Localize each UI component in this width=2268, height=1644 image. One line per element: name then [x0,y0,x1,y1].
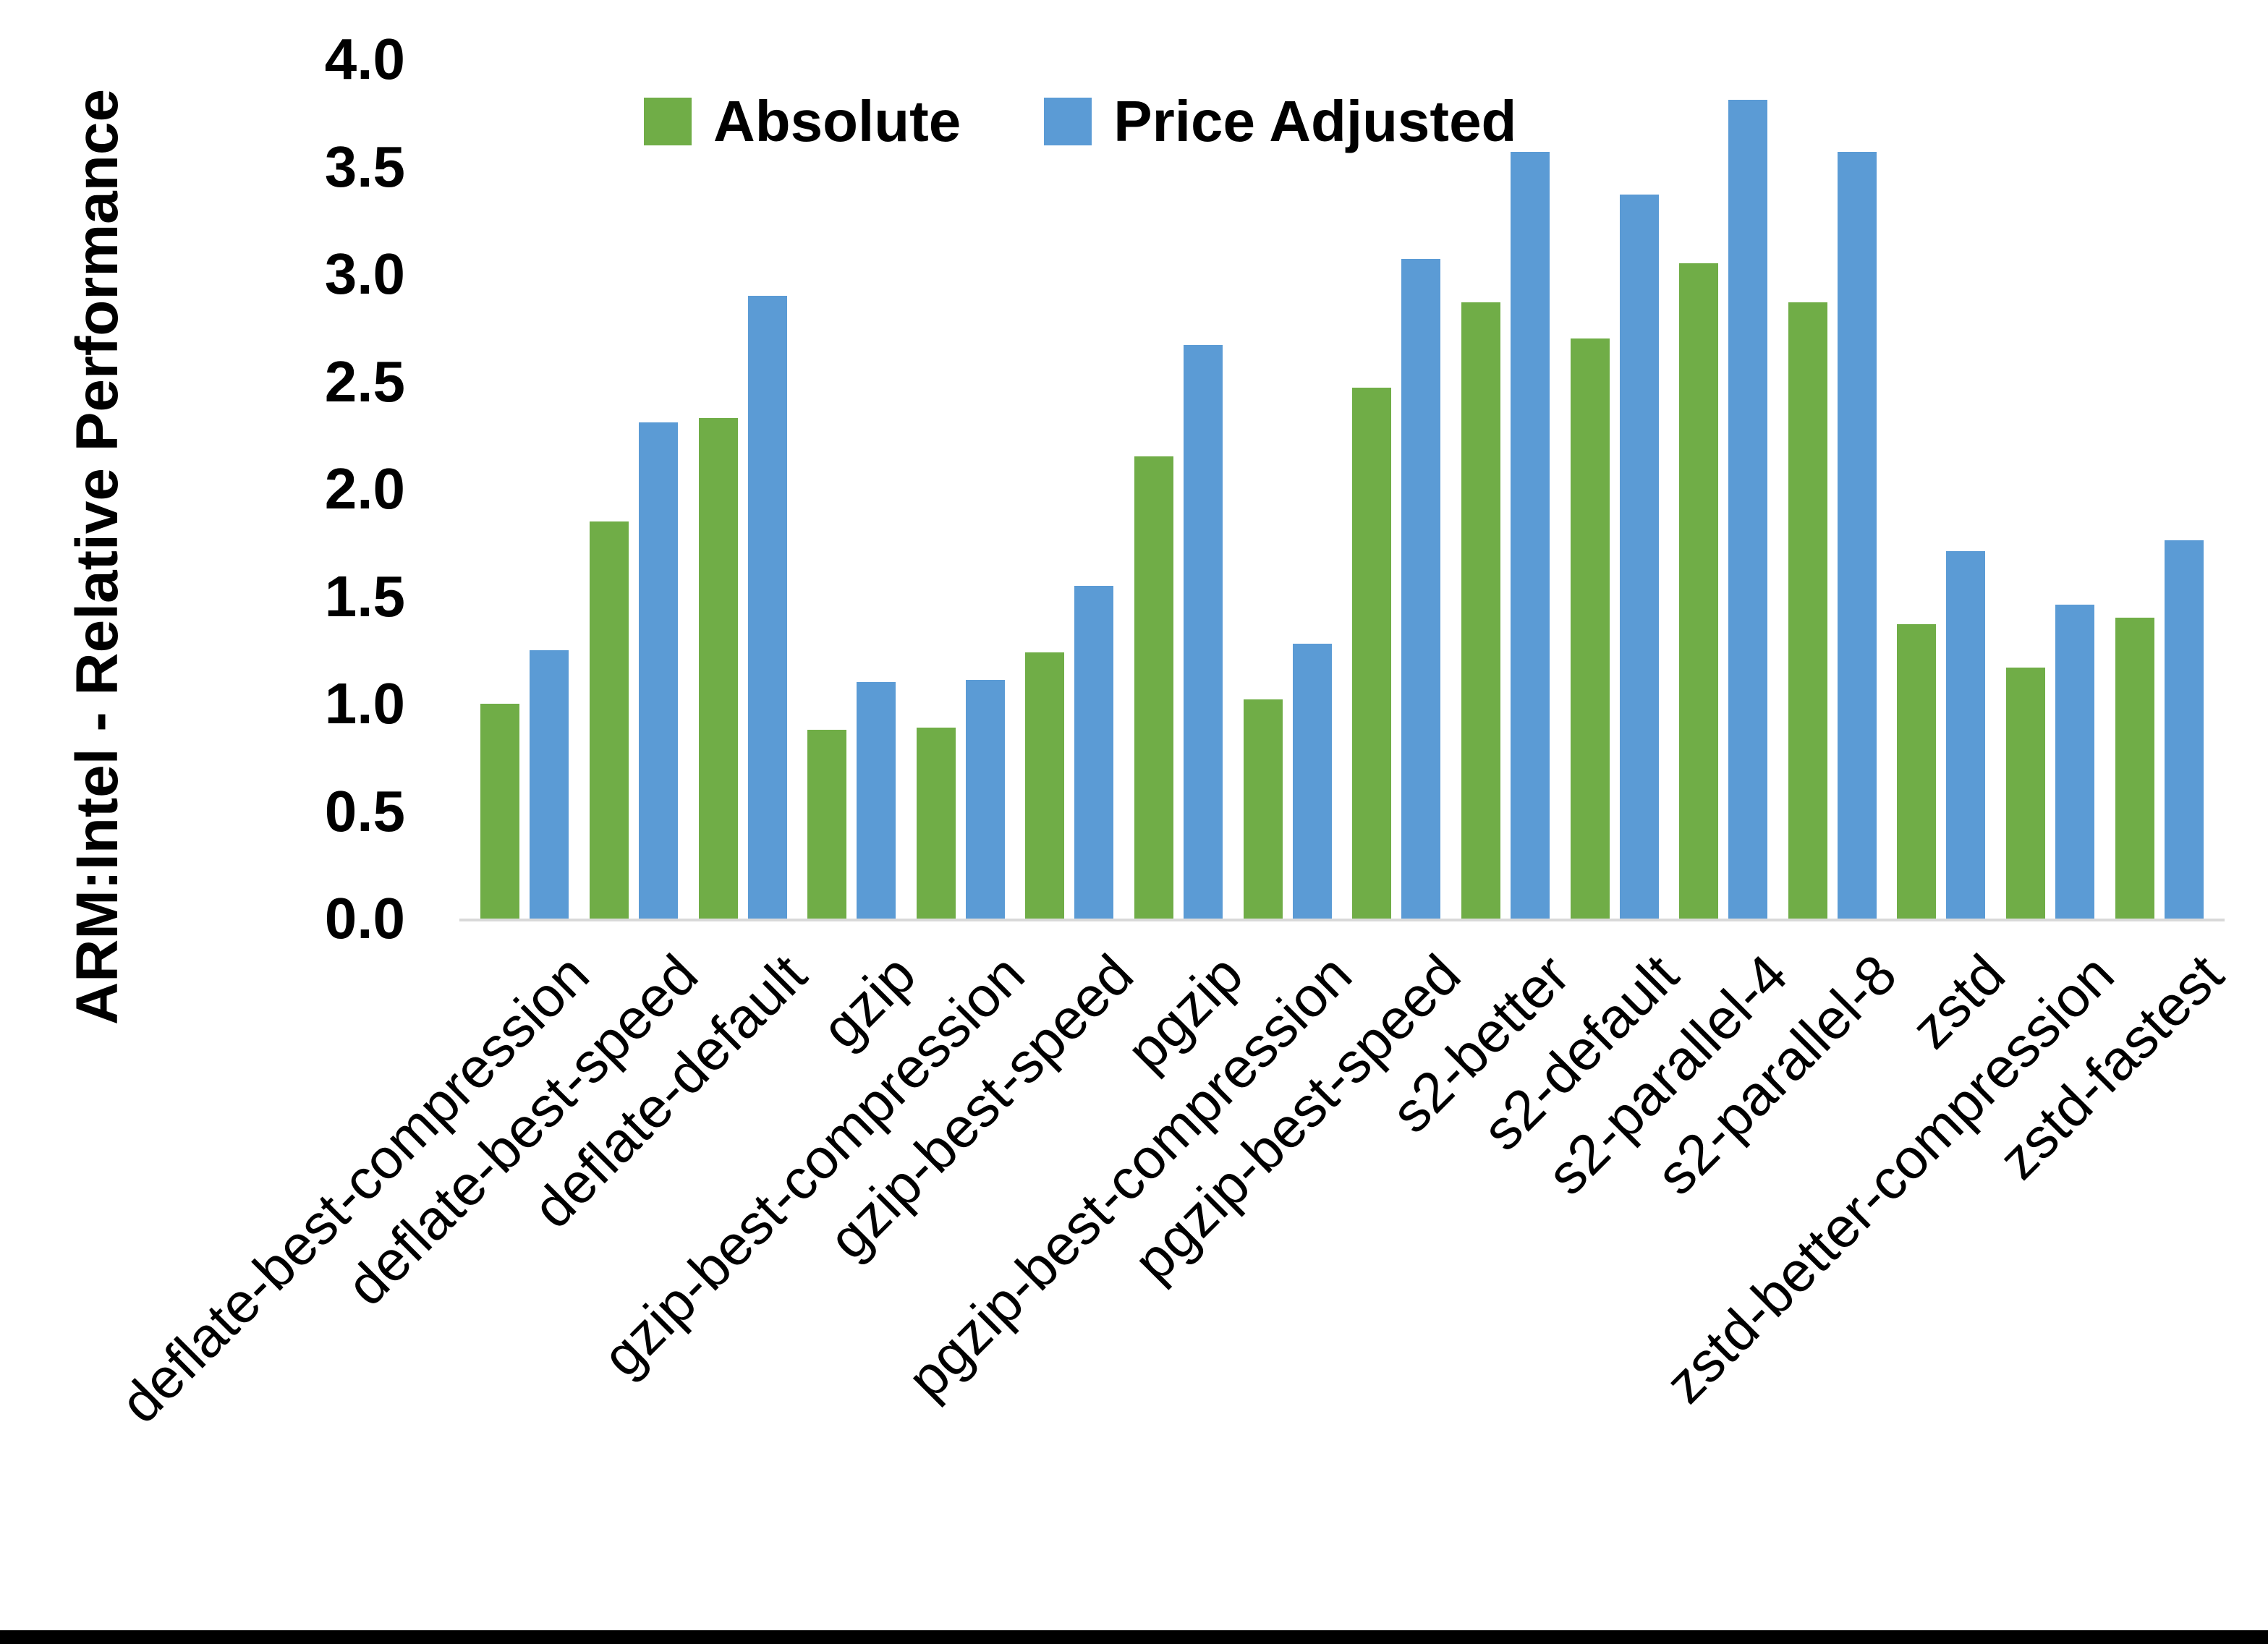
bar-group-gzip-best-speed [1015,585,1124,919]
bar-absolute-deflate-best-speed [589,521,629,919]
bar-group-s2-parallel-4 [1669,100,1778,919]
bar-price-adjusted-s2-default [1619,195,1659,919]
bar-absolute-deflate-default [698,418,738,919]
y-tick-label: 4.0 [324,27,405,91]
bar-group-deflate-best-speed [579,422,689,919]
bar-price-adjusted-pgzip [1184,345,1223,919]
bar-absolute-s2-default [1570,338,1610,919]
y-tick-label: 0.5 [324,778,405,843]
bar-group-pgzip-best-speed [1342,259,1451,919]
legend-label-price-adjusted: Price Adjusted [1113,89,1517,153]
y-tick-label: 0.0 [324,886,405,950]
bar-price-adjusted-deflate-default [747,295,787,919]
bar-absolute-zstd [1897,624,1937,919]
bar-group-gzip [797,682,906,919]
y-tick-label: 3.5 [324,134,405,199]
bar-price-adjusted-zstd [1946,551,1986,919]
bar-group-deflate-best-compression [470,649,579,919]
legend: Absolute Price Adjusted [644,88,1516,155]
bar-price-adjusted-gzip [857,682,896,919]
bar-absolute-s2-parallel-4 [1679,263,1719,919]
bar-group-s2-better [1451,151,1560,919]
bar-group-zstd-better-compression [1996,605,2105,919]
bar-price-adjusted-pgzip-best-speed [1401,259,1441,919]
bar-price-adjusted-s2-parallel-8 [1837,151,1877,919]
legend-swatch-price-adjusted [1044,98,1092,145]
bar-group-gzip-best-compression [906,680,1016,919]
x-axis-line [459,919,2225,921]
bar-price-adjusted-s2-parallel-4 [1728,100,1768,919]
bottom-border [0,1630,2268,1644]
legend-item-price-adjusted: Price Adjusted [1044,88,1516,155]
y-tick-label: 1.5 [324,563,405,629]
bar-absolute-zstd-better-compression [2006,667,2046,919]
bar-absolute-gzip [807,729,847,919]
bar-price-adjusted-zstd-fastest [2164,540,2204,919]
bar-absolute-pgzip [1134,456,1174,919]
bar-absolute-gzip-best-compression [916,727,956,919]
bar-price-adjusted-zstd-better-compression [2055,605,2095,919]
bar-absolute-pgzip-best-compression [1243,699,1283,919]
bar-absolute-s2-parallel-8 [1788,302,1827,919]
bar-group-s2-default [1560,195,1669,919]
bar-price-adjusted-deflate-best-compression [530,649,569,919]
bar-group-zstd-fastest [2105,540,2214,919]
bar-group-s2-parallel-8 [1778,151,1887,919]
bar-price-adjusted-pgzip-best-compression [1292,643,1332,919]
y-tick-label: 3.0 [324,242,405,306]
bar-price-adjusted-gzip-best-speed [1074,585,1114,919]
bar-absolute-s2-better [1461,302,1500,919]
legend-swatch-absolute [644,98,692,145]
bar-price-adjusted-gzip-best-compression [965,680,1005,919]
y-tick-label: 2.5 [324,349,405,414]
bar-absolute-gzip-best-speed [1025,652,1065,919]
y-tick-label: 1.0 [324,671,405,736]
bar-price-adjusted-deflate-best-speed [638,422,678,919]
bar-group-pgzip-best-compression [1233,643,1342,919]
bar-group-pgzip [1124,345,1233,919]
y-axis-title: ARM:Intel - Relative Performance [64,88,130,1026]
bar-group-deflate-default [688,295,797,919]
bar-price-adjusted-s2-better [1510,151,1550,919]
bar-absolute-deflate-best-compression [480,704,520,919]
bar-group-zstd [1887,551,1996,919]
legend-item-absolute: Absolute [644,88,961,155]
legend-label-absolute: Absolute [713,89,961,153]
bar-absolute-pgzip-best-speed [1352,388,1392,919]
y-tick-label: 2.0 [324,456,405,521]
bar-absolute-zstd-fastest [2115,618,2154,919]
